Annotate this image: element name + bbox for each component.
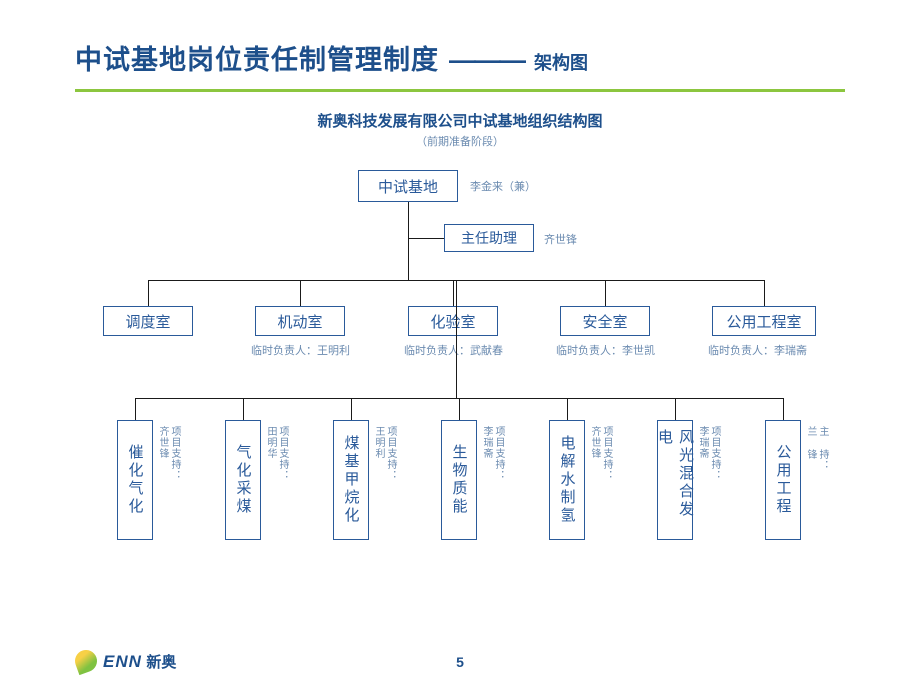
- org-vcaption: 齐世锋: [587, 426, 602, 459]
- org-vcaption: 李瑞斋: [695, 426, 710, 459]
- org-vcaption: 齐世锋: [155, 426, 170, 459]
- connector-line: [408, 238, 444, 239]
- title-row: 中试基地岗位责任制管理制度 ——— 架构图: [75, 38, 845, 77]
- connector-line: [148, 280, 149, 306]
- org-node: 安全室: [560, 306, 650, 336]
- org-caption: 临时负责人：李世凯: [556, 342, 655, 358]
- org-node-vertical: 生物质能: [441, 420, 477, 540]
- org-node-vertical: 煤基甲烷化: [333, 420, 369, 540]
- org-node: 化验室: [408, 306, 498, 336]
- org-caption: 临时负责人：王明利: [251, 342, 350, 358]
- org-node-vertical: 风光混合发电: [657, 420, 693, 540]
- org-caption: 齐世锋: [544, 231, 577, 247]
- org-node: 公用工程室: [712, 306, 816, 336]
- connector-line: [567, 398, 568, 420]
- org-caption: 临时负责人：李瑞斋: [708, 342, 807, 358]
- chart-title: 新奥科技发展有限公司中试基地组织结构图: [0, 110, 920, 131]
- connector-line: [300, 280, 301, 306]
- org-node: 主任助理: [444, 224, 534, 252]
- org-node-vertical: 公用工程: [765, 420, 801, 540]
- org-node-vertical: 电解水制氢: [549, 420, 585, 540]
- connector-line: [605, 280, 606, 306]
- org-node-vertical: 气化采煤: [225, 420, 261, 540]
- org-caption: 临时负责人：武献春: [404, 342, 503, 358]
- org-node: 中试基地: [358, 170, 458, 202]
- page-number: 5: [0, 654, 920, 670]
- slide-header: 中试基地岗位责任制管理制度 ——— 架构图: [0, 0, 920, 85]
- org-vcaption: 兰 锋: [803, 426, 818, 460]
- org-node-vertical: 催化气化: [117, 420, 153, 540]
- connector-line: [675, 398, 676, 420]
- connector-line: [456, 360, 457, 398]
- org-caption: 李金来（兼）: [470, 178, 536, 194]
- org-vcaption: 李瑞斋: [479, 426, 494, 459]
- connector-line: [453, 280, 454, 306]
- org-node: 机动室: [255, 306, 345, 336]
- connector-line: [764, 280, 765, 306]
- chart-subtitle: （前期准备阶段）: [0, 133, 920, 149]
- connector-line: [456, 280, 457, 360]
- accent-bar: [75, 89, 845, 92]
- connector-line: [243, 398, 244, 420]
- title-dash: ———: [449, 45, 524, 76]
- connector-line: [783, 398, 784, 420]
- connector-line: [459, 398, 460, 420]
- title-sub: 架构图: [534, 49, 588, 75]
- connector-line: [135, 398, 136, 420]
- connector-line: [408, 202, 409, 280]
- org-vcaption: 王明利: [371, 426, 386, 459]
- connector-line: [351, 398, 352, 420]
- title-main: 中试基地岗位责任制管理制度: [75, 38, 439, 77]
- chart-title-block: 新奥科技发展有限公司中试基地组织结构图 （前期准备阶段）: [0, 110, 920, 149]
- org-node: 调度室: [103, 306, 193, 336]
- org-vcaption: 田明华: [263, 426, 278, 459]
